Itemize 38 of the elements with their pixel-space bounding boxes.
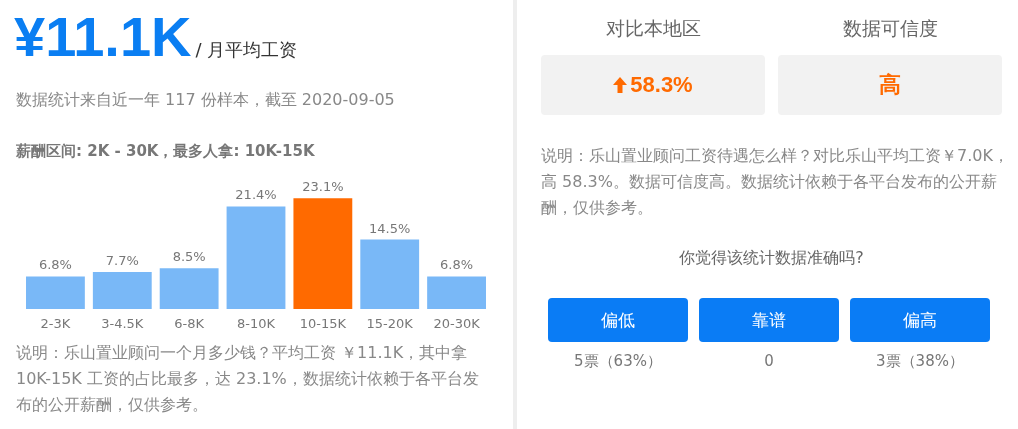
bar bbox=[92, 272, 152, 309]
text: 数据可信度 bbox=[841, 16, 939, 41]
x-tick-label: 6-8K bbox=[174, 316, 205, 331]
text: 靠谱 bbox=[699, 298, 839, 342]
text: 数据统计来自近一年 117 份样本，截至 2020-09-05 bbox=[16, 90, 395, 111]
x-tick-label: 2-3K bbox=[40, 316, 71, 331]
text: 说明：乐山置业顾问工资待遇怎么样？对比乐山平均工资￥7.0K，高 58.3%。数据可信度高。数据统计依赖于各平台发布的公开薪酬，仅供参考。 bbox=[541, 145, 1010, 219]
text: 高 bbox=[778, 55, 1002, 115]
text: / 月平均工资 bbox=[195, 39, 298, 60]
text: 5票（63%） bbox=[573, 352, 663, 371]
text: ¥11.1K bbox=[14, 5, 192, 68]
data-label: 6.8% bbox=[38, 257, 72, 273]
data-label: 8.5% bbox=[172, 249, 206, 265]
bar bbox=[226, 206, 286, 309]
text: 薪酬区间: 2K - 30K，最多人拿: 10K-15K bbox=[16, 142, 315, 161]
data-label: 7.7% bbox=[105, 253, 139, 269]
text: 偏高 bbox=[850, 298, 990, 342]
data-label: 6.8% bbox=[440, 257, 474, 273]
text: 对比本地区 bbox=[604, 16, 702, 41]
bar bbox=[360, 239, 420, 309]
x-tick-label: 8-10K bbox=[236, 316, 276, 331]
data-label: 14.5% bbox=[369, 220, 411, 236]
bar bbox=[159, 268, 219, 309]
x-tick-label: 15-20K bbox=[366, 316, 414, 331]
x-tick-label: 20-30K bbox=[433, 316, 481, 331]
text: 你觉得该统计数据准确吗? bbox=[678, 248, 865, 269]
x-tick-label: 3-4.5K bbox=[101, 316, 144, 331]
data-label: 23.1% bbox=[302, 179, 344, 195]
text: 0 bbox=[763, 352, 775, 370]
x-tick-label: 10-15K bbox=[299, 316, 347, 331]
bar bbox=[293, 198, 353, 309]
text: 偏低 bbox=[548, 298, 688, 342]
bar bbox=[427, 276, 486, 309]
text: 58.3% bbox=[630, 72, 693, 98]
bar bbox=[26, 276, 85, 309]
text: 说明：乐山置业顾问一个月多少钱？平均工资 ￥11.1K，其中拿 10K-15K 工资的占比最多，达 23.1%，数据统计依赖于各平台发布的公开薪酬，仅供参考。 bbox=[16, 342, 480, 416]
data-label: 21.4% bbox=[235, 187, 277, 203]
text: 3票（38%） bbox=[875, 352, 965, 371]
